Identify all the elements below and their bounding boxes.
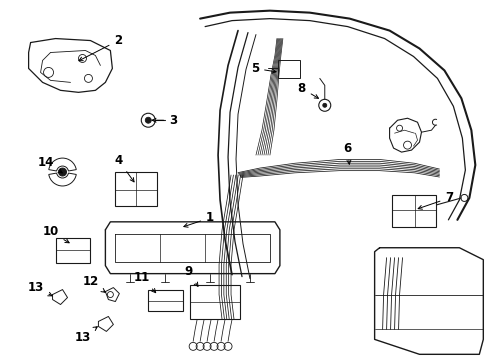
Text: 14: 14 <box>37 156 62 173</box>
Bar <box>277 60 299 78</box>
Bar <box>115 172 157 206</box>
Text: 13: 13 <box>27 281 52 296</box>
Text: 7: 7 <box>417 192 452 209</box>
Text: 11: 11 <box>134 271 155 293</box>
Text: 6: 6 <box>343 141 351 164</box>
Text: 9: 9 <box>183 265 198 286</box>
Bar <box>148 289 183 311</box>
Circle shape <box>59 168 66 176</box>
Wedge shape <box>49 173 76 186</box>
Text: 3: 3 <box>152 114 177 127</box>
Circle shape <box>322 103 326 107</box>
Bar <box>391 195 436 227</box>
Bar <box>190 285 240 319</box>
Text: 2: 2 <box>79 34 122 61</box>
Bar <box>56 238 90 263</box>
Circle shape <box>145 117 151 123</box>
Text: 13: 13 <box>74 327 97 344</box>
Text: 8: 8 <box>297 82 318 98</box>
Text: 4: 4 <box>114 154 134 182</box>
Text: 10: 10 <box>42 225 69 243</box>
Text: 5: 5 <box>250 62 276 75</box>
Wedge shape <box>49 158 76 171</box>
Text: 1: 1 <box>183 211 214 227</box>
Text: 12: 12 <box>82 275 105 292</box>
